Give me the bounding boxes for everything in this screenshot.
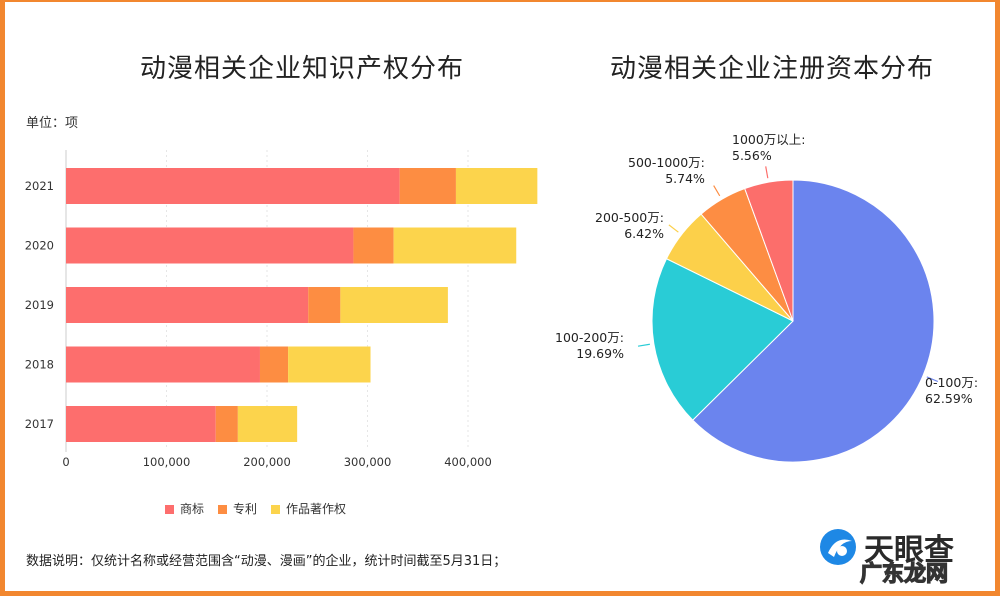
legend-label: 作品著作权 [286, 502, 347, 516]
pie-chart-title: 动漫相关企业注册资本分布 [610, 54, 935, 84]
y-tick-label: 2018 [25, 358, 54, 372]
pie-label: 100-200万: 19.69% [555, 330, 624, 362]
pie-label-percent: 19.69% [576, 346, 624, 361]
pie-label-percent: 62.59% [925, 391, 973, 406]
legend-item[interactable]: 作品著作权 [271, 500, 346, 517]
bar-chart-title: 动漫相关企业知识产权分布 [140, 54, 465, 84]
tianyancha-logo: 天眼查 [818, 525, 954, 569]
pie-label-percent: 5.56% [732, 148, 772, 163]
legend-label: 商标 [180, 502, 205, 516]
bar-segment [66, 346, 260, 383]
bar-segment [66, 406, 216, 442]
y-tick-label: 2019 [25, 298, 54, 312]
bar-segment [66, 168, 400, 204]
bar-chart: 0 100,000 200,000 300,000 400,000 2021 2020 201… [25, 150, 538, 469]
bar-segment [393, 227, 517, 264]
bar-segment [215, 406, 238, 442]
y-tick-label: 2021 [25, 179, 54, 193]
pie-label: 200-500万: 6.42% [595, 210, 664, 242]
pie-label: 1000万以上: 5.56% [732, 132, 806, 164]
x-tick-label: 200,000 [243, 455, 291, 469]
pie-label-category: 1000万以上: [732, 132, 806, 147]
logo-text: 天眼查 [864, 533, 954, 568]
bar-segment [353, 227, 394, 264]
legend-swatch [165, 505, 174, 514]
legend-item[interactable]: 商标 [165, 500, 204, 517]
bar-segment [259, 346, 289, 383]
data-note: 数据说明：仅统计名称或经营范围含“动漫、漫画”的企业，统计时间截至5月31日； [26, 554, 507, 569]
pie-label-percent: 5.74% [665, 171, 705, 186]
bar-segment [66, 227, 354, 264]
legend-swatch [218, 505, 228, 514]
x-tick-label: 100,000 [143, 455, 191, 469]
logo-swirl-icon [820, 529, 856, 565]
unit-label: 单位：项 [26, 116, 79, 131]
bar-segment [340, 287, 448, 323]
bar-segment [288, 346, 371, 383]
y-tick-label: 2020 [25, 239, 54, 253]
y-tick-label: 2017 [25, 417, 54, 431]
pie-label: 500-1000万: 5.74% [628, 155, 705, 187]
legend-item[interactable]: 专利 [218, 500, 257, 517]
pie-label-category: 500-1000万: [628, 155, 705, 170]
pie-label: 0-100万: 62.59% [925, 375, 978, 407]
x-tick-label: 400,000 [444, 455, 492, 469]
bar-legend: 商标 专利 作品著作权 [165, 500, 346, 517]
bar-segment [455, 168, 538, 204]
pie-label-category: 100-200万: [555, 330, 624, 345]
bar-segment [237, 406, 298, 442]
legend-label: 专利 [233, 502, 258, 516]
bar-segment [399, 168, 456, 204]
watermark-text: 广东龙网 [859, 561, 949, 587]
bar-segment [308, 287, 341, 323]
pie-label-category: 200-500万: [595, 210, 664, 225]
bar-segment [66, 287, 309, 323]
pie-label-category: 0-100万: [925, 375, 979, 390]
pie-label-percent: 6.42% [624, 226, 664, 241]
x-tick-label: 300,000 [344, 455, 392, 469]
legend-swatch [271, 505, 281, 514]
x-tick-label: 0 [62, 455, 69, 469]
